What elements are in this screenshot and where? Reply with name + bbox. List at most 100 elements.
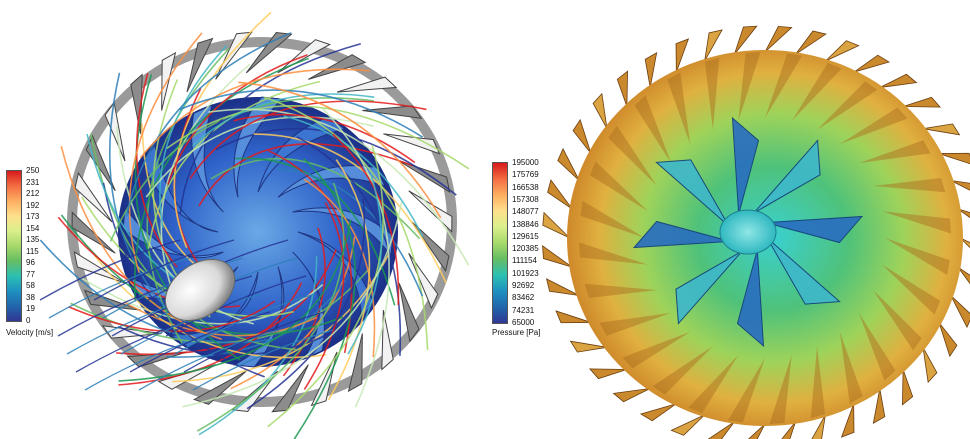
impeller-blade (632, 220, 731, 249)
diffuser-wedge (580, 201, 645, 238)
diffuser-vane (398, 282, 420, 343)
diffuser-vane (186, 37, 214, 93)
diffuser-vane (411, 221, 450, 273)
streamline (80, 277, 324, 325)
diffuser-vane (398, 160, 451, 193)
inflow-streamline (183, 311, 325, 373)
streamline (128, 32, 203, 273)
diffuser-vane (308, 54, 367, 80)
streamline (332, 133, 400, 306)
streamline (189, 100, 427, 180)
streamline (321, 107, 390, 408)
velocity-streamline-render (39, 11, 470, 439)
inflow-streamline (174, 293, 316, 355)
diffuser-tooth (853, 54, 891, 73)
diffuser-tooth (872, 388, 886, 424)
diffuser-tooth (825, 40, 860, 62)
streamline (208, 108, 470, 266)
diffuser-vane (271, 364, 309, 413)
diffuser-vane (310, 351, 338, 407)
legend-tick-label: 173 (26, 212, 40, 222)
diffuser-vane (383, 133, 441, 155)
diffuser-wedge (608, 125, 657, 186)
impeller-blade (731, 116, 760, 215)
hub-center (719, 209, 777, 255)
impeller-blade (142, 143, 219, 233)
diffuser-wedge (584, 283, 657, 299)
legend-tick-label: 120385 (512, 244, 539, 254)
diffuser-tooth (555, 310, 592, 324)
diffuser-vane (336, 76, 398, 93)
diffuser-wedge (873, 177, 946, 193)
streamline (196, 182, 345, 432)
inflow-streamline (84, 329, 226, 391)
streamline (235, 157, 396, 306)
legend-tick-label: 166538 (512, 182, 539, 192)
diffuser-wedge (881, 264, 941, 315)
streamline (233, 113, 416, 164)
diffuser-wedge (688, 354, 739, 414)
streamline (246, 198, 366, 410)
diffuser-tooth (592, 92, 608, 129)
velocity-streamlines (39, 11, 470, 439)
legend-tick-label: 129615 (512, 231, 539, 241)
diffuser-tooth (764, 25, 793, 53)
streamline (191, 93, 375, 147)
streamline (303, 202, 345, 390)
diffuser-tooth (707, 421, 735, 439)
diffuser-tooth (545, 278, 580, 296)
impeller-blade (765, 215, 864, 244)
legend-tick-label: 192 (26, 200, 40, 210)
diffuser-tooth (572, 118, 592, 154)
streamline (109, 97, 375, 242)
diffuser-wedge (589, 161, 649, 212)
legend-tick-label: 212 (26, 189, 40, 199)
diffuser-tooth (957, 266, 970, 285)
legend-tick-label: 77 (26, 269, 35, 279)
legend-tick-label: 231 (26, 177, 40, 187)
legend-tick-label: 74231 (512, 305, 535, 315)
inflow-streamline (192, 329, 334, 391)
legend-tick-label: 65000 (512, 318, 535, 327)
diffuser-tooth (922, 347, 938, 384)
streamline (277, 168, 424, 297)
diffuser-teeth (542, 25, 970, 439)
legend-tick-label: 154 (26, 223, 40, 233)
impeller-blades-pressure (632, 116, 864, 348)
diffuser-vane (215, 31, 253, 80)
diffuser-tooth (734, 25, 758, 55)
inflow-streamline (48, 257, 190, 319)
diffuser-tooth (795, 30, 827, 55)
streamline (263, 96, 429, 351)
velocity-colorbar (6, 170, 22, 322)
diffuser-tooth (781, 421, 796, 439)
nose-cone (164, 259, 236, 321)
diffuser-tooth (542, 211, 570, 239)
diffuser-tooth (569, 340, 608, 353)
impeller-blade (233, 96, 283, 198)
diffuser-wedge (599, 312, 672, 336)
diffuser-tooth (644, 52, 658, 88)
legend-tick-label: 138846 (512, 219, 539, 229)
legend-tick-label: 92692 (512, 281, 535, 291)
diffuser-tooth (938, 152, 970, 165)
diffuser-wedge (858, 140, 931, 164)
diffuser-wedge (810, 346, 826, 419)
streamline (118, 219, 352, 382)
legend-tick-label: 148077 (512, 207, 539, 217)
diffuser-tooth (748, 423, 766, 439)
diffuser-wedge (667, 72, 691, 145)
diffuser-tooth (938, 322, 958, 358)
streamline (210, 157, 421, 240)
legend-tick-label: 111154 (512, 256, 537, 266)
diffuser-wedge (839, 331, 863, 404)
diffuser-vane (245, 32, 293, 74)
diffuser-vane (104, 101, 126, 162)
streamline (68, 300, 276, 333)
impeller-blade (736, 249, 765, 348)
streamline (327, 159, 371, 401)
diffuser-tooth (542, 245, 573, 268)
pressure-surface-panel: 195000 175769 166538 157308 148077 138846 1296… (480, 0, 970, 439)
diffuser-tooth (612, 388, 651, 403)
legend-tick-label: 175769 (512, 170, 539, 180)
